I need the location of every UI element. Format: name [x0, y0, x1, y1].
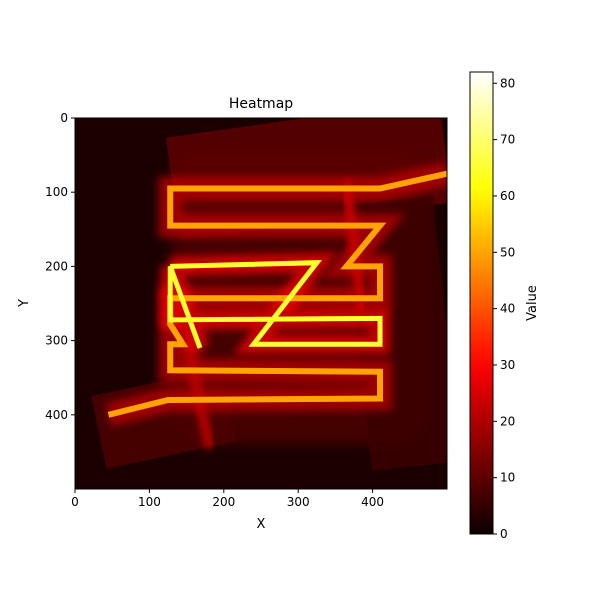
colorbar-tick-label: 40 — [500, 302, 515, 316]
colorbar-tick-label: 20 — [500, 414, 515, 428]
y-tick-label: 0 — [60, 111, 68, 125]
colorbar-tick-label: 0 — [500, 527, 508, 541]
colorbar-ticks: 0 10 20 30 40 50 60 70 80 — [493, 76, 515, 541]
colorbar-tick-label: 80 — [500, 76, 515, 90]
x-tick-label: 400 — [361, 495, 384, 509]
colorbar-tick-label: 70 — [500, 133, 515, 147]
x-tick-label: 300 — [287, 495, 310, 509]
colorbar: 0 10 20 30 40 50 60 70 80 Value — [469, 71, 540, 541]
y-tick-label: 400 — [45, 408, 68, 422]
colorbar-tick-label: 60 — [500, 189, 515, 203]
x-axis-label: X — [257, 517, 266, 532]
colorbar-label: Value — [525, 285, 540, 321]
y-tick-label: 200 — [45, 259, 68, 273]
y-axis: 0 100 200 300 400 — [45, 111, 75, 422]
plot-frame — [74, 117, 448, 490]
colorbar-tick-label: 30 — [500, 358, 515, 372]
x-tick-label: 0 — [71, 495, 79, 509]
colorbar-tick-label: 10 — [500, 471, 515, 485]
heatmap-path-1 — [167, 260, 383, 349]
y-axis-label: Y — [17, 299, 32, 308]
y-tick-label: 100 — [45, 185, 68, 199]
chart-title: Heatmap — [229, 96, 293, 112]
x-axis: 0 100 200 300 400 — [71, 489, 384, 509]
x-tick-label: 200 — [212, 495, 235, 509]
colorbar-tick-label: 50 — [500, 245, 515, 259]
x-tick-label: 100 — [138, 495, 161, 509]
plot-area — [75, 118, 447, 489]
y-tick-label: 300 — [45, 334, 68, 348]
colorbar-gradient — [469, 71, 494, 535]
